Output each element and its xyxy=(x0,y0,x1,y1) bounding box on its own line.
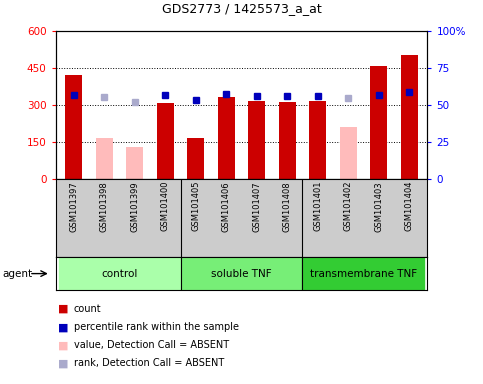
Bar xyxy=(302,257,425,290)
Text: GSM101406: GSM101406 xyxy=(222,181,231,232)
Bar xyxy=(187,138,204,179)
Text: ■: ■ xyxy=(58,304,69,314)
Text: GSM101402: GSM101402 xyxy=(344,181,353,232)
Text: control: control xyxy=(101,268,138,279)
Bar xyxy=(58,257,181,290)
Bar xyxy=(96,138,113,179)
Text: agent: agent xyxy=(2,268,32,279)
Text: transmembrane TNF: transmembrane TNF xyxy=(310,268,417,279)
Text: GSM101407: GSM101407 xyxy=(252,181,261,232)
Bar xyxy=(279,102,296,179)
Bar xyxy=(309,101,326,179)
Text: ■: ■ xyxy=(58,358,69,368)
Text: GSM101397: GSM101397 xyxy=(70,181,78,232)
Text: percentile rank within the sample: percentile rank within the sample xyxy=(74,322,239,332)
Bar xyxy=(340,127,356,179)
Text: ■: ■ xyxy=(58,340,69,350)
Bar xyxy=(248,101,265,179)
Text: ■: ■ xyxy=(58,322,69,332)
Text: soluble TNF: soluble TNF xyxy=(211,268,272,279)
Text: GSM101403: GSM101403 xyxy=(374,181,383,232)
Bar xyxy=(127,147,143,179)
Text: GSM101399: GSM101399 xyxy=(130,181,139,232)
Text: GDS2773 / 1425573_a_at: GDS2773 / 1425573_a_at xyxy=(162,2,321,15)
Text: value, Detection Call = ABSENT: value, Detection Call = ABSENT xyxy=(74,340,229,350)
Bar xyxy=(157,103,174,179)
Text: GSM101404: GSM101404 xyxy=(405,181,413,232)
Text: GSM101401: GSM101401 xyxy=(313,181,322,232)
Bar xyxy=(181,257,302,290)
Text: GSM101408: GSM101408 xyxy=(283,181,292,232)
Bar xyxy=(370,66,387,179)
Text: rank, Detection Call = ABSENT: rank, Detection Call = ABSENT xyxy=(74,358,224,368)
Text: GSM101400: GSM101400 xyxy=(161,181,170,232)
Text: GSM101405: GSM101405 xyxy=(191,181,200,232)
Text: GSM101398: GSM101398 xyxy=(100,181,109,232)
Bar xyxy=(218,97,235,179)
Bar xyxy=(401,55,417,179)
Text: count: count xyxy=(74,304,101,314)
Bar xyxy=(66,75,82,179)
